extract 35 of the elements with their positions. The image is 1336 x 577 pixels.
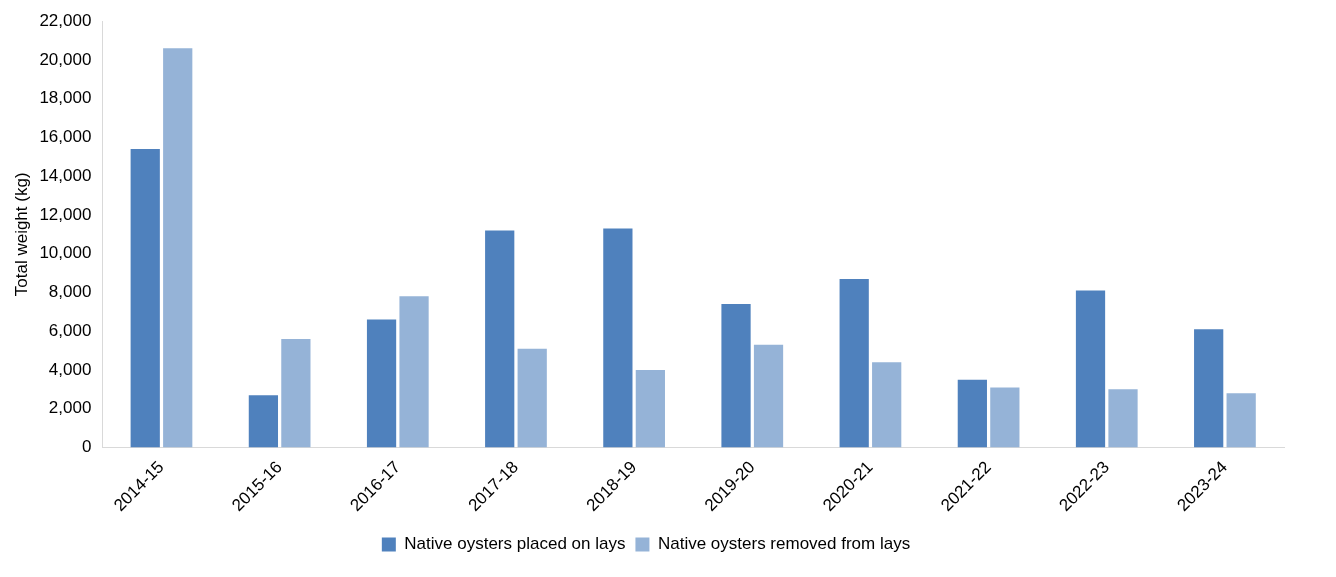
legend-label: Native oysters removed from lays: [657, 534, 911, 554]
bar: [753, 344, 784, 448]
y-tick-label: 14,000: [39, 165, 92, 185]
y-tick-label: 10,000: [39, 243, 92, 263]
bar: [839, 278, 869, 448]
bar: [163, 48, 193, 448]
y-tick-label: 18,000: [39, 88, 92, 108]
y-tick-label: 2,000: [48, 398, 92, 418]
bar: [485, 230, 515, 448]
bar: [1075, 290, 1106, 448]
y-tick-label: 4,000: [48, 359, 92, 379]
bar: [990, 387, 1020, 448]
bar: [957, 379, 987, 448]
y-tick-label: 0: [81, 437, 92, 457]
bar: [721, 304, 751, 448]
bar: [635, 369, 665, 448]
y-tick-label: 20,000: [39, 49, 92, 69]
bar: [1226, 393, 1256, 448]
y-tick-label: 8,000: [48, 282, 92, 302]
y-tick-label: 22,000: [39, 10, 92, 30]
bar: [872, 362, 902, 448]
y-axis-title: Total weight (kg): [11, 172, 31, 297]
y-tick-label: 16,000: [39, 127, 92, 147]
y-tick-label: 12,000: [39, 204, 92, 224]
bar: [366, 319, 397, 448]
bar: [130, 149, 160, 448]
bar: [1194, 329, 1224, 448]
bar: [603, 228, 633, 448]
y-tick-label: 6,000: [48, 320, 92, 340]
legend-label: Native oysters placed on lays: [404, 534, 626, 554]
bar: [1108, 389, 1138, 448]
bar: [281, 338, 311, 448]
bar: [399, 296, 429, 448]
bar: [517, 348, 547, 448]
bar: [248, 395, 279, 448]
